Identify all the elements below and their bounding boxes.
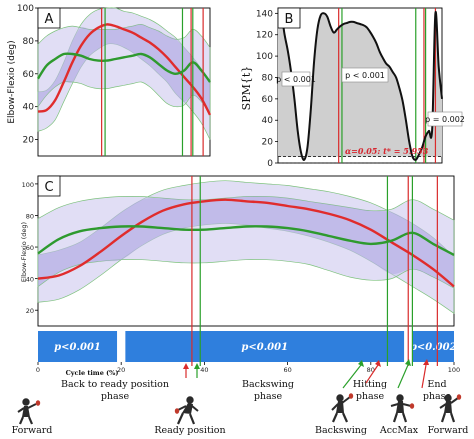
- ytick-label: 100: [17, 4, 34, 14]
- phase-back-to-ready-2: phase: [101, 391, 130, 402]
- arrow-red-ready-head: [183, 363, 189, 369]
- phase-band-label: p<0.001: [54, 342, 101, 353]
- pose-ready-figure: [174, 396, 199, 425]
- ytick-label: 140: [256, 9, 273, 19]
- p-label-2: p < 0.001: [276, 75, 316, 84]
- panel-b-ylabel: SPM{t}: [240, 66, 253, 111]
- threshold-label: α=0.05: t* = 5.953: [345, 146, 429, 156]
- ytick-label: 120: [256, 31, 273, 41]
- pose-forward-left: Forward: [12, 425, 53, 436]
- xtick-label: 80: [367, 366, 375, 374]
- panel-c: C Elbow-Flexio (deg) 20 40 60 80 100 p<0.001…: [20, 175, 460, 377]
- ytick-label: 40: [26, 276, 34, 284]
- xtick-label: 60: [283, 366, 291, 374]
- pose-forward-right: Forward: [428, 425, 469, 436]
- arrow-red-end: [421, 364, 427, 389]
- p-box-2: [281, 71, 311, 87]
- arrow-red-end-head: [423, 359, 429, 365]
- ytick-label: 0: [267, 159, 273, 169]
- spm-suprathreshold-area: [278, 11, 442, 160]
- panel-c-label: C: [44, 180, 53, 195]
- phase-hitting-2: phase: [356, 391, 385, 402]
- pose-ready: Ready position: [154, 425, 225, 436]
- pose-forward-left-figure: [17, 398, 41, 425]
- phase-back-to-ready: Back to ready position: [61, 379, 169, 390]
- mean-line-red: [37, 198, 455, 288]
- arrow-green-accmax: [397, 364, 409, 389]
- ytick-label: 60: [26, 244, 34, 252]
- phase-band: [38, 331, 118, 362]
- arrow-green-backswing-head: [358, 360, 364, 367]
- phase-end-2: phase: [423, 391, 452, 402]
- ytick-label: 40: [262, 116, 274, 126]
- panel-c-xlabel: Cycle time (%): [66, 369, 119, 377]
- panel-a: A Elbow-Flexio (deg) 20 40 60 80 100: [7, 4, 212, 157]
- xtick-label: 0: [36, 366, 40, 374]
- ytick-label: 100: [256, 52, 273, 62]
- phase-backswing: Backswing: [242, 379, 294, 390]
- ytick-label: 60: [23, 70, 35, 80]
- mean-line-green: [36, 52, 211, 83]
- p-box-3: [427, 111, 463, 127]
- arrow-green-ready-head: [194, 363, 200, 369]
- arrow-green-accmax-head: [405, 359, 411, 366]
- pose-backswing: Backswing: [315, 425, 367, 436]
- arrow-red-hitting-head: [375, 360, 381, 367]
- xtick-label: 20: [117, 366, 125, 374]
- ytick-label: 60: [262, 95, 274, 105]
- arrow-green-backswing: [342, 364, 362, 389]
- ytick-label: 20: [26, 307, 34, 315]
- pose-backswing-figure: [331, 393, 354, 423]
- panel-a-ylabel: Elbow-Flexio (deg): [7, 40, 17, 123]
- panel-b-label-box: [277, 7, 301, 29]
- phase-band-label: p<0.001: [241, 342, 288, 353]
- panel-a-label-box: [37, 7, 61, 29]
- ytick-label: 80: [23, 37, 35, 47]
- pose-forward-right-figure: [439, 394, 462, 423]
- ytick-label: 20: [262, 138, 274, 148]
- mean-line-red: [37, 23, 212, 116]
- pose-accmax-figure: [390, 394, 415, 423]
- ytick-label: 40: [23, 103, 35, 113]
- ytick-label: 20: [23, 136, 35, 146]
- xtick-label: 40: [200, 366, 208, 374]
- panel-c-label-box: [37, 175, 61, 197]
- phase-backswing-2: phase: [254, 391, 283, 402]
- xtick-label: 100: [448, 366, 460, 374]
- phase-end: End: [427, 379, 446, 390]
- phase-band: [412, 331, 454, 362]
- spm-curve: [277, 10, 443, 161]
- phase-annotations: Back to ready position phase Backswing p…: [61, 359, 452, 402]
- panel-b: 0 20 40 60 80 100 120 140 B SPM{t} p < 0.001 p …: [240, 7, 465, 169]
- panel-c-ylabel: Elbow-Flexio (deg): [20, 222, 28, 282]
- p-label-3: p = 0.002: [425, 115, 465, 124]
- ytick-label: 80: [26, 212, 34, 220]
- pose-accmax: AccMax: [379, 425, 419, 436]
- phase-band: [125, 331, 405, 362]
- pose-labels: Forward Ready position Backswing AccMax …: [12, 425, 469, 436]
- panel-a-label: A: [45, 12, 54, 27]
- panel-b-label: B: [285, 12, 294, 27]
- arrow-red-hitting: [365, 364, 379, 384]
- phase-hitting: Hitting: [353, 379, 387, 390]
- p-label-1: p < 0.001: [345, 71, 385, 80]
- p-box-1: [341, 67, 389, 83]
- phase-band-label: p<0.002: [410, 342, 457, 353]
- mean-line-green: [37, 225, 455, 256]
- ytick-label: 80: [262, 73, 274, 83]
- player-poses: [17, 393, 462, 425]
- ytick-label: 100: [22, 181, 34, 189]
